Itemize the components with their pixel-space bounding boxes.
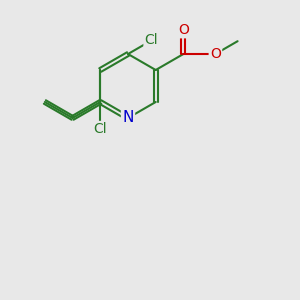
- Text: Cl: Cl: [94, 122, 107, 136]
- Text: N: N: [122, 110, 134, 125]
- Text: O: O: [178, 23, 189, 37]
- Text: Cl: Cl: [145, 33, 158, 47]
- Text: O: O: [210, 47, 221, 61]
